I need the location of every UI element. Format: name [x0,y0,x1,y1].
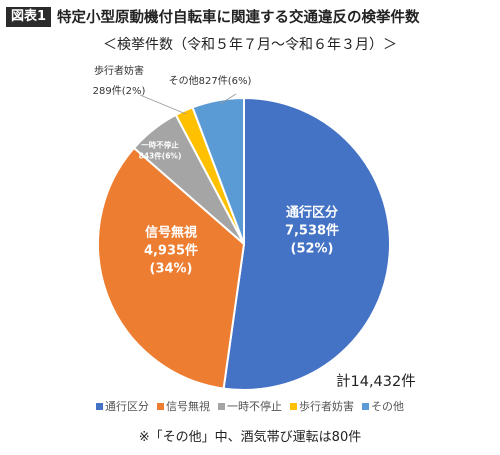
slice-3-value-label: 289件(2%) [93,85,146,97]
slice-0-name: 通行区分 [286,205,338,221]
slice-0-wedge [222,96,391,391]
legend-label: 信号無視 [166,400,210,413]
legend-item-5: その他 [362,398,404,414]
slice-3-name: 歩行者妨害 [94,64,144,77]
chart-legend: 通行区分 信号無視 一時不停止 歩行者妨害 その他 [0,398,500,414]
slice-1-percent-label: (34%) [150,262,193,277]
total-label: 計14,432件 [336,373,416,390]
legend-item-2: 信号無視 [157,398,210,414]
legend-label: 通行区分 [105,400,149,413]
footnote: ※「その他」中、酒気帯び運転は80件 [138,430,362,445]
chart-header: 図表1 特定小型原動機付自転車に関連する交通違反の検挙件数 [6,6,420,27]
legend-swatch [218,402,225,410]
chart-title: 特定小型原動機付自転車に関連する交通違反の検挙件数 [57,10,420,26]
legend-item-1: 通行区分 [96,398,149,414]
legend-swatch [362,402,369,410]
chart-subtitle: ＜検挙件数（令和５年７月～令和６年３月）＞ [103,37,397,53]
leader-line-2 [219,93,237,105]
legend-label: 歩行者妨害 [299,400,354,413]
legend-swatch [157,402,164,410]
legend-item-4: 歩行者妨害 [290,398,354,414]
figure-badge: 図表1 [6,6,52,27]
slice-2-name: 一時不停止 [141,140,179,150]
legend-label: 一時不停止 [227,400,282,413]
legend-label: その他 [371,400,404,413]
legend-item-3: 一時不停止 [218,398,282,414]
slice-1-name: 信号無視 [145,225,197,241]
slice-4-value-label: その他827件(6%) [169,74,252,87]
pie-chart: 通行区分 7,538件 (52%) 信号無視 4,935件 (34%) 一時不停止843件(… [93,64,416,391]
legend-swatch [96,402,103,410]
slice-4-wedge [191,96,245,245]
slice-1-wedge [97,146,246,390]
slice-1-value-label: 4,935件 [144,243,198,259]
leader-line-1 [139,94,187,115]
slice-2-value-label: 843件(6%) [139,151,182,161]
legend-swatch [290,402,297,410]
slice-0-value-label: 7,538件 [285,223,339,239]
slice-0-percent-label: (52%) [291,242,334,257]
